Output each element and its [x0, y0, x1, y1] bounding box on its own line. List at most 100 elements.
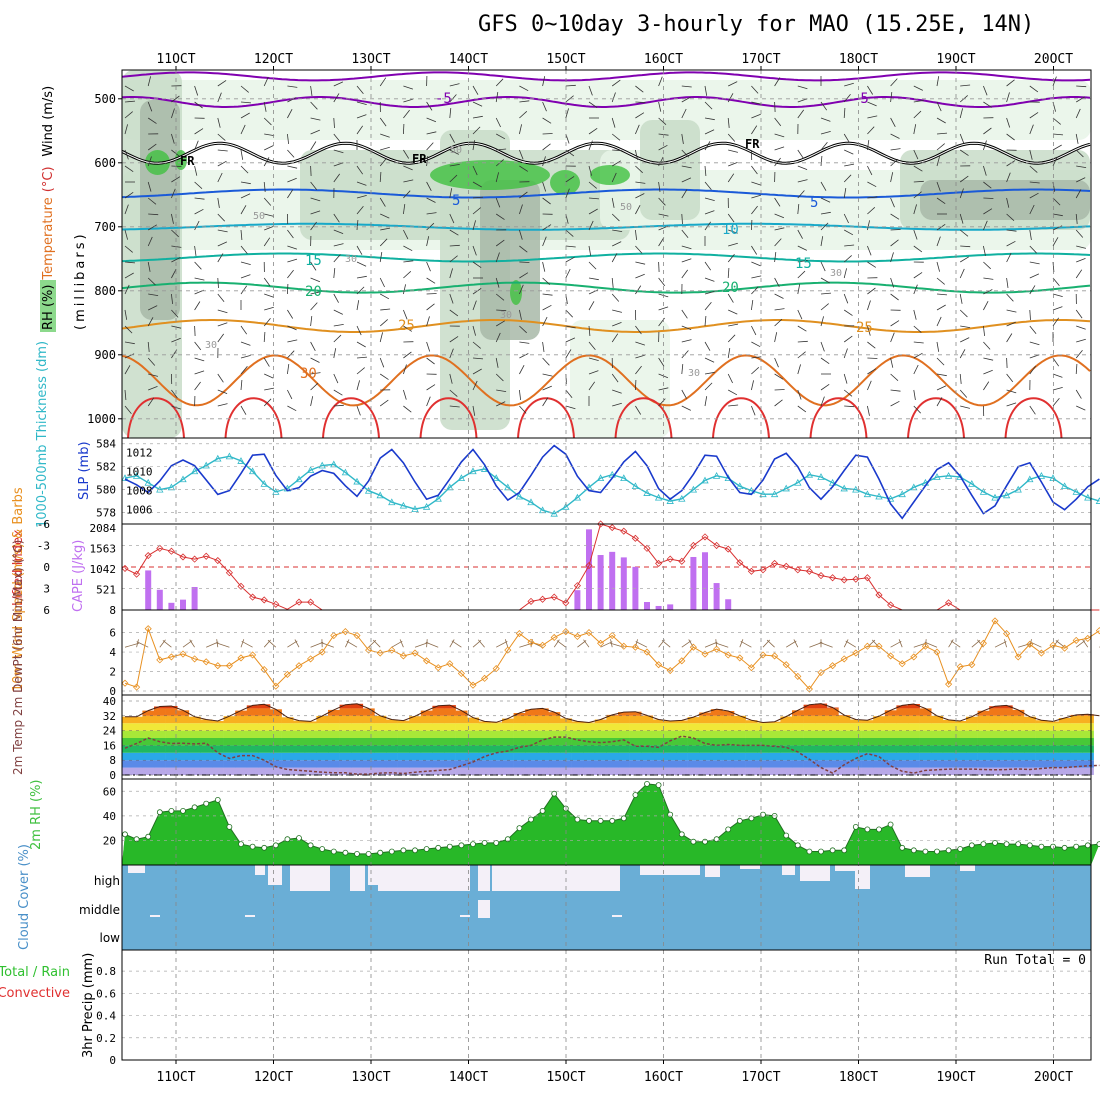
cape-tick-label: 1042 — [90, 563, 117, 576]
wind-barb — [1052, 398, 1060, 407]
temp-band — [536, 760, 549, 768]
rh2m-fill — [122, 783, 1100, 865]
cape-ylabel: CAPE (J/kg) — [71, 540, 86, 612]
isotherm-35-lobe — [224, 397, 283, 438]
temp-band — [200, 767, 213, 775]
rh2m-point — [818, 848, 824, 855]
rh2m-point — [922, 848, 929, 855]
temp-band — [664, 738, 677, 746]
wind-barb-10m — [136, 639, 139, 648]
wind-barb — [1052, 213, 1063, 217]
wind-barb — [426, 142, 434, 151]
wind-barb — [635, 273, 645, 279]
wind-speed-point — [527, 638, 535, 646]
thick-tick-label: 584 — [96, 438, 116, 451]
temp-band — [780, 745, 793, 753]
wind-barb — [681, 269, 689, 279]
wind-barb — [264, 213, 274, 217]
temp-band — [676, 767, 688, 775]
precip-legend-total: Total / Rain — [0, 965, 70, 980]
wind-barb — [681, 309, 688, 319]
cape-bar — [156, 589, 163, 610]
wind-barb — [1006, 389, 1017, 394]
temp-band — [304, 730, 317, 738]
wind-barb-10m — [240, 639, 245, 648]
temp-band — [1012, 723, 1025, 731]
wind-barb — [472, 405, 476, 416]
wind-barb — [147, 197, 157, 205]
wind-barb — [124, 245, 133, 253]
li-point — [249, 593, 257, 601]
wind-barb — [565, 84, 576, 87]
wind-barb — [310, 85, 313, 96]
temp-band — [548, 745, 561, 753]
wind-barb — [472, 325, 476, 336]
temp-band — [258, 738, 271, 746]
temp-band — [977, 730, 990, 738]
wind-barb — [147, 143, 157, 151]
wind-barb — [658, 181, 661, 192]
cloud-gap-high — [740, 865, 760, 869]
wind-speed-point — [898, 660, 906, 668]
rh-contour-label: 30 — [345, 254, 357, 265]
wind-barb — [1075, 349, 1083, 359]
wind-speed-point — [597, 639, 605, 647]
temp-band — [351, 760, 364, 768]
temp-band — [722, 767, 735, 775]
cloud-gap-high — [960, 865, 975, 871]
wind-barb — [658, 197, 666, 206]
temp-band — [919, 752, 932, 761]
thickness-point — [248, 467, 257, 475]
wind-tick-label: 4 — [109, 646, 116, 659]
wind-barb-10m — [635, 641, 648, 648]
temp-band — [664, 752, 677, 761]
wind-barb — [333, 213, 340, 223]
temp-band — [177, 715, 190, 724]
temp-band — [513, 767, 526, 775]
temp-band — [1082, 714, 1094, 716]
wind-barb — [542, 385, 552, 391]
thickness-point — [318, 461, 326, 469]
wind-barb — [264, 145, 274, 151]
thickness-point — [260, 480, 268, 487]
wind-barb-10m — [287, 640, 298, 648]
wind-barb — [1029, 245, 1037, 254]
li-point — [573, 582, 581, 590]
wind-barb — [751, 194, 762, 199]
wind-barb — [588, 140, 593, 151]
temp-band — [966, 752, 978, 761]
temp-band — [502, 767, 514, 775]
temp-band — [200, 738, 213, 746]
wind-barb — [287, 339, 298, 343]
wind-barb — [1029, 149, 1033, 160]
wind-barb — [983, 341, 991, 350]
wind-barb — [403, 190, 411, 199]
thickness-point — [527, 498, 535, 506]
wind-barb — [913, 389, 916, 400]
temp-band — [768, 767, 781, 775]
wind-barb — [124, 341, 135, 345]
wind-barb — [681, 389, 687, 399]
wind-barb — [727, 348, 731, 359]
temp-band — [629, 715, 642, 724]
temp-band — [420, 730, 433, 738]
upper-ylabel: RH (%)Temperature(°C)Wind (m/s) — [40, 86, 56, 332]
wind-barb — [1075, 389, 1082, 399]
temp-band — [1070, 723, 1083, 731]
temp-band — [989, 730, 1002, 738]
temp-band — [1035, 723, 1048, 731]
wind-barb — [379, 197, 386, 207]
temp-band — [165, 745, 178, 753]
wind-barb — [379, 277, 385, 288]
li-point — [191, 555, 199, 563]
temp-band — [444, 730, 456, 738]
temp-band — [989, 708, 1002, 716]
isotherm-label: 10 — [722, 222, 739, 238]
temp-band — [768, 738, 781, 746]
temp-band — [792, 730, 804, 738]
temp-band — [780, 716, 793, 724]
wind-barb — [867, 341, 876, 349]
temp-band — [536, 745, 549, 753]
wind-barb — [519, 405, 527, 414]
wind-barb — [217, 373, 224, 383]
